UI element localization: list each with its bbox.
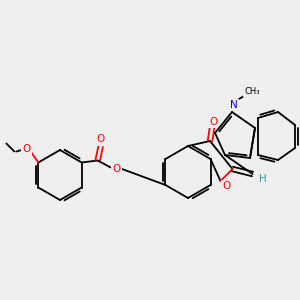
Text: O: O xyxy=(22,145,31,154)
Text: N: N xyxy=(230,100,238,110)
Text: CH₃: CH₃ xyxy=(244,88,260,97)
Text: H: H xyxy=(259,174,266,184)
Text: O: O xyxy=(222,181,231,191)
Text: O: O xyxy=(209,117,217,127)
Text: O: O xyxy=(112,164,121,173)
Text: O: O xyxy=(97,134,105,145)
